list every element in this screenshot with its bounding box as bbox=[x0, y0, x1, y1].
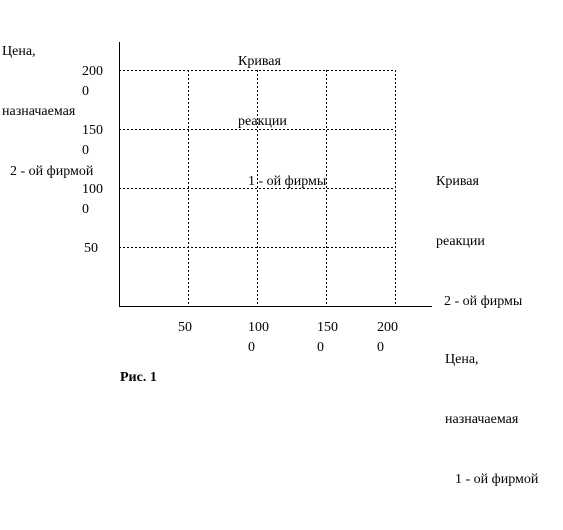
x-tick-label: 1500 bbox=[317, 320, 338, 355]
figure: Цена, назначаемая 2 - ой фирмой Кривая р… bbox=[2, 2, 538, 487]
label-line: реакции bbox=[238, 114, 287, 129]
label-line: Кривая bbox=[436, 174, 479, 189]
y-tick-label: 1000 bbox=[82, 182, 103, 217]
y-axis-label: Цена, назначаемая 2 - ой фирмой bbox=[2, 2, 93, 222]
label-line: 1 - ой фирмы bbox=[248, 174, 327, 189]
label-line: 1 - ой фирмой bbox=[455, 472, 539, 487]
curve-1-label: Кривая реакции 1 - ой фирмы bbox=[238, 12, 326, 232]
x-tick-label: 2000 bbox=[377, 320, 398, 355]
label-line: 2 - ой фирмой bbox=[10, 164, 94, 179]
label-line: 2 - ой фирмы bbox=[444, 294, 523, 309]
x-axis-label: Цена, назначаемая 1 - ой фирмой bbox=[445, 310, 538, 530]
x-tick-label: 50 bbox=[178, 320, 192, 335]
label-line: назначаемая bbox=[2, 104, 76, 119]
label-line: Цена, bbox=[2, 44, 36, 59]
label-line: Кривая bbox=[238, 54, 281, 69]
curve-2-label: Кривая реакции 2 - ой фирмы bbox=[436, 132, 522, 352]
label-line: реакции bbox=[436, 234, 485, 249]
y-tick-label: 50 bbox=[84, 241, 98, 256]
label-line: Цена, bbox=[445, 352, 479, 367]
y-tick-label: 1500 bbox=[82, 123, 103, 158]
grid bbox=[119, 70, 396, 306]
x-tick-label: 1000 bbox=[248, 320, 269, 355]
label-line: назначаемая bbox=[445, 412, 519, 427]
plot bbox=[119, 42, 432, 307]
y-tick-label: 2000 bbox=[82, 64, 103, 99]
caption: Рис. 1 bbox=[120, 370, 157, 385]
